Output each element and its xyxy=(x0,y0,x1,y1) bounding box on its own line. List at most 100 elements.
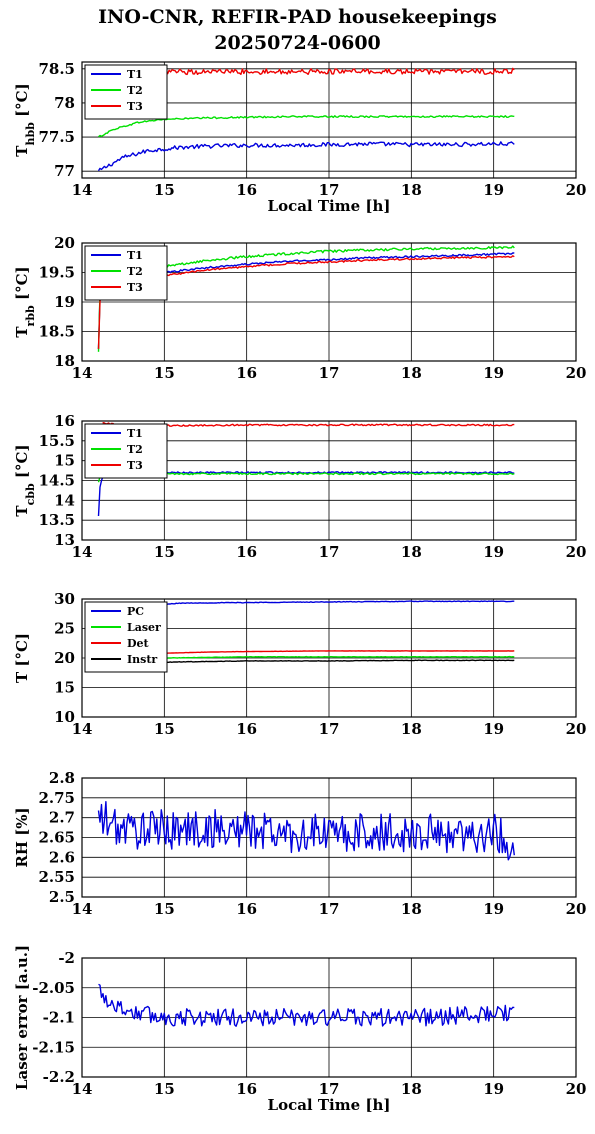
series-line-t2 xyxy=(98,115,515,138)
y-tick-label: 16 xyxy=(54,412,75,430)
legend-label: T3 xyxy=(127,100,143,113)
y-tick-label: 14.5 xyxy=(38,472,75,490)
x-tick-label: 20 xyxy=(566,900,587,918)
x-axis-label: Local Time [h] xyxy=(268,197,391,215)
x-tick-label: 15 xyxy=(154,543,175,561)
legend-label: T3 xyxy=(127,281,143,294)
y-tick-label: 2.7 xyxy=(49,809,75,827)
legend-label: T3 xyxy=(127,459,143,472)
x-tick-label: 18 xyxy=(401,900,422,918)
legend-label: T1 xyxy=(127,68,143,81)
x-tick-label: 14 xyxy=(72,720,93,738)
legend-label: Laser xyxy=(127,621,161,634)
x-tick-label: 17 xyxy=(319,900,340,918)
x-tick-label: 17 xyxy=(319,364,340,382)
x-tick-label: 20 xyxy=(566,1080,587,1098)
x-tick-label: 18 xyxy=(401,181,422,199)
x-tick-label: 15 xyxy=(154,364,175,382)
series-line-laser xyxy=(164,655,515,659)
legend-label: T1 xyxy=(127,427,143,440)
y-tick-label: 13 xyxy=(54,531,75,549)
legend-label: T1 xyxy=(127,249,143,262)
x-tick-label: 14 xyxy=(72,543,93,561)
y-tick-label: 14 xyxy=(54,491,75,509)
y-axis-label: RH [%] xyxy=(13,807,31,867)
y-tick-label: 2.65 xyxy=(38,829,75,847)
x-tick-label: 14 xyxy=(72,364,93,382)
plot-frame xyxy=(81,420,577,541)
legend-label: Det xyxy=(127,637,150,650)
plot-frame xyxy=(81,242,577,362)
y-tick-label: 25 xyxy=(54,620,75,638)
y-tick-label: 2.8 xyxy=(49,769,75,787)
x-tick-label: 15 xyxy=(154,1080,175,1098)
x-tick-label: 19 xyxy=(483,543,504,561)
y-tick-label: 2.55 xyxy=(38,868,75,886)
figure-title: INO-CNR, REFIR-PAD housekeepings xyxy=(98,6,497,28)
y-tick-label: 15 xyxy=(54,679,75,697)
y-tick-label: 2.75 xyxy=(38,789,75,807)
y-tick-label: -2.1 xyxy=(43,1009,75,1027)
x-tick-label: 15 xyxy=(154,181,175,199)
series-line-data xyxy=(97,801,515,861)
y-tick-label: 15.5 xyxy=(38,432,75,450)
y-tick-label: 15 xyxy=(54,452,75,470)
plot-frame xyxy=(81,598,577,718)
x-tick-label: 17 xyxy=(319,720,340,738)
y-tick-label: 77 xyxy=(54,162,75,180)
series-line-det xyxy=(164,650,515,654)
legend-label: T2 xyxy=(127,265,143,278)
y-tick-label: 2.6 xyxy=(49,848,75,866)
x-tick-label: 15 xyxy=(154,720,175,738)
legend: T1 T2 T3 xyxy=(84,245,168,301)
plot-frame xyxy=(81,777,577,898)
series-line-t3 xyxy=(143,67,515,76)
y-tick-label: 78 xyxy=(54,94,75,112)
x-tick-label: 19 xyxy=(483,900,504,918)
x-tick-label: 16 xyxy=(236,900,257,918)
y-tick-label: 77.5 xyxy=(38,128,75,146)
x-tick-label: 19 xyxy=(483,364,504,382)
legend-label: PC xyxy=(127,605,144,618)
y-axis-label: Laser error [a.u.] xyxy=(13,945,31,1090)
y-tick-label: -2 xyxy=(58,949,75,967)
series-line-t3 xyxy=(97,255,515,349)
x-tick-label: 19 xyxy=(483,720,504,738)
y-tick-label: 20 xyxy=(54,234,75,252)
y-tick-label: 18 xyxy=(54,352,75,370)
legend: T1 T2 T3 xyxy=(84,64,168,120)
x-tick-label: 16 xyxy=(236,364,257,382)
x-tick-label: 14 xyxy=(72,1080,93,1098)
y-tick-label: 13.5 xyxy=(38,511,75,529)
x-tick-label: 14 xyxy=(72,900,93,918)
x-tick-label: 17 xyxy=(319,543,340,561)
legend-label: T2 xyxy=(127,84,143,97)
y-tick-label: 19.5 xyxy=(38,264,75,282)
series-line-t2 xyxy=(97,245,515,352)
x-tick-label: 18 xyxy=(401,1080,422,1098)
x-tick-label: 14 xyxy=(72,181,93,199)
x-tick-label: 16 xyxy=(236,1080,257,1098)
series-line-t2 xyxy=(97,472,515,483)
legend-label: T2 xyxy=(127,443,143,456)
plot-frame xyxy=(81,957,577,1078)
panel-4: 14 15 16 17 18 19 20 10 15 20 25 30 T [°C] PC Laser Det… xyxy=(13,590,586,738)
legend-label: Instr xyxy=(127,653,157,666)
series-line-data xyxy=(98,983,515,1027)
panel-6: 14 15 16 17 18 19 20 -2.2 -2.15 -2.1 -2.05 -2 Local … xyxy=(13,945,586,1114)
x-tick-label: 16 xyxy=(236,543,257,561)
x-tick-label: 18 xyxy=(401,543,422,561)
x-tick-label: 20 xyxy=(566,543,587,561)
x-tick-label: 17 xyxy=(319,181,340,199)
series-line-instr xyxy=(164,659,515,663)
y-tick-label: 10 xyxy=(54,708,75,726)
y-axis-label: Tcbb [°C] xyxy=(13,444,37,516)
x-tick-label: 16 xyxy=(236,181,257,199)
x-axis-label: Local Time [h] xyxy=(268,1096,391,1114)
y-tick-label: 30 xyxy=(54,590,75,608)
y-tick-label: -2.05 xyxy=(32,979,75,997)
